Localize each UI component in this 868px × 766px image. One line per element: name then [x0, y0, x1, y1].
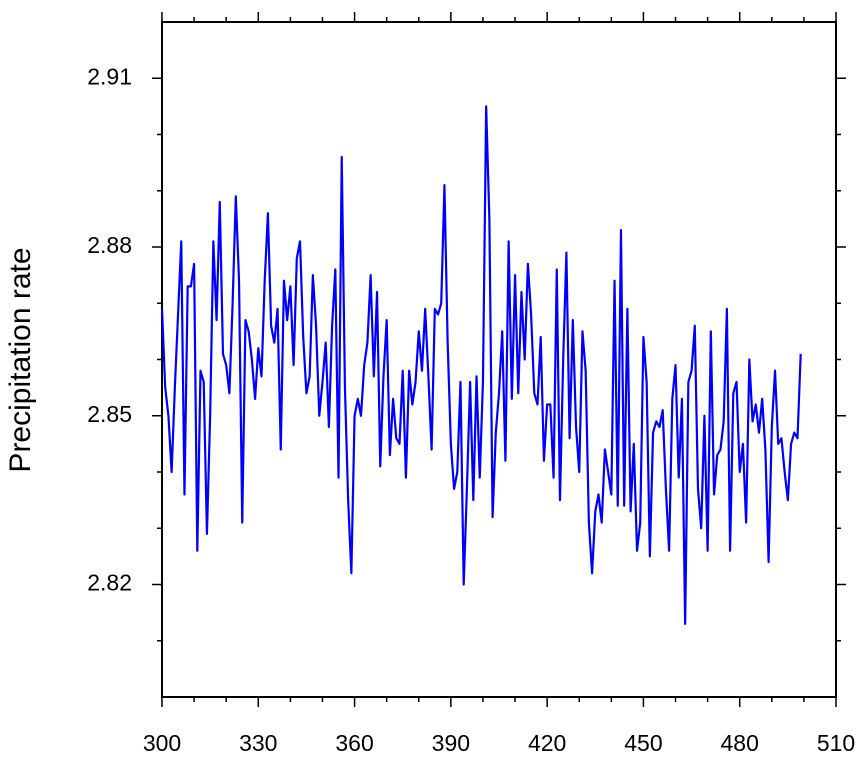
- y-tick-label: 2.85: [87, 401, 132, 427]
- x-tick-label: 390: [432, 730, 470, 756]
- line-series: [160, 105, 802, 625]
- y-axis-label: Precipitation rate: [4, 247, 37, 472]
- x-tick-label: 420: [528, 730, 566, 756]
- x-tick-label: 360: [335, 730, 373, 756]
- y-tick-label: 2.82: [87, 570, 132, 596]
- y-tick-label: 2.91: [87, 63, 132, 89]
- x-tick-label: 480: [721, 730, 759, 756]
- x-tick-label: 300: [143, 730, 181, 756]
- x-tick-label: 330: [239, 730, 277, 756]
- x-tick-label: 450: [624, 730, 662, 756]
- x-tick-label: 510: [817, 730, 855, 756]
- y-tick-label: 2.88: [87, 232, 132, 258]
